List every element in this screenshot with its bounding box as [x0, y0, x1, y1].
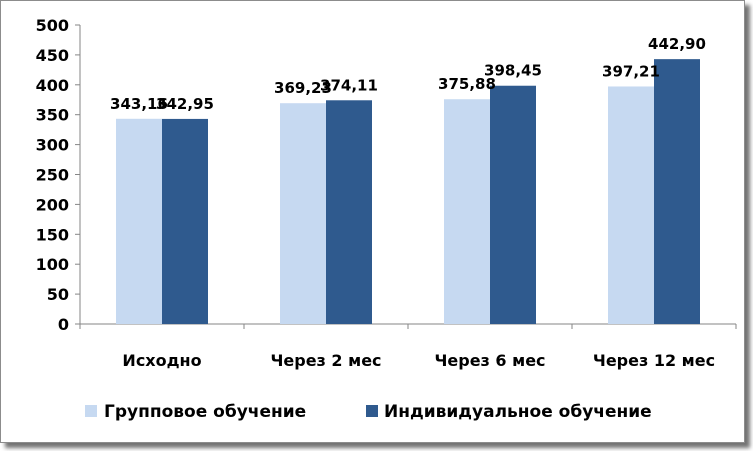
x-category-label: Через 6 мес — [434, 351, 545, 370]
legend-label: Индивидуальное обучение — [384, 402, 652, 422]
chart-bars — [116, 59, 700, 325]
bar-group — [608, 86, 654, 325]
y-tick-label: 100 — [36, 255, 69, 274]
y-tick-label: 200 — [36, 195, 69, 214]
x-category-label: Через 12 мес — [593, 351, 715, 370]
y-tick-label: 150 — [36, 225, 69, 244]
x-axis-categories: Исходно Через 2 мес Через 6 мес Через 12 ме… — [79, 324, 737, 370]
data-label: 342,95 — [156, 95, 214, 113]
y-axis-ticks: 0 50 100 150 200 250 300 350 400 450 500 — [36, 16, 80, 334]
y-tick-label: 50 — [47, 285, 69, 304]
bar-individual — [326, 100, 372, 324]
bar-group — [280, 103, 326, 324]
y-tick-label: 0 — [58, 315, 69, 334]
data-label: 369,23 — [274, 79, 332, 97]
y-tick-label: 500 — [36, 16, 69, 35]
data-label: 343,16 — [110, 95, 168, 113]
y-tick-label: 450 — [36, 46, 69, 65]
y-tick-label: 400 — [36, 76, 69, 95]
y-tick-label: 250 — [36, 166, 69, 185]
bar-individual — [490, 85, 536, 324]
legend-swatch — [85, 405, 97, 417]
x-category-label: Через 2 мес — [270, 351, 381, 370]
data-label: 442,90 — [648, 35, 706, 53]
bar-individual — [162, 118, 208, 325]
x-category-label: Исходно — [122, 351, 201, 370]
legend-label: Групповое обучение — [104, 402, 306, 422]
data-label: 397,21 — [602, 62, 660, 80]
bar-group — [116, 118, 162, 325]
bar-individual — [654, 59, 700, 324]
chart-legend: Групповое обучение Индивидуальное обучени… — [85, 402, 652, 422]
data-label: 375,88 — [438, 75, 496, 93]
data-label: 374,11 — [320, 76, 378, 94]
legend-swatch — [366, 405, 378, 417]
y-tick-label: 300 — [36, 136, 69, 155]
data-label: 398,45 — [484, 62, 542, 80]
bar-group — [444, 99, 490, 325]
y-tick-label: 350 — [36, 106, 69, 125]
